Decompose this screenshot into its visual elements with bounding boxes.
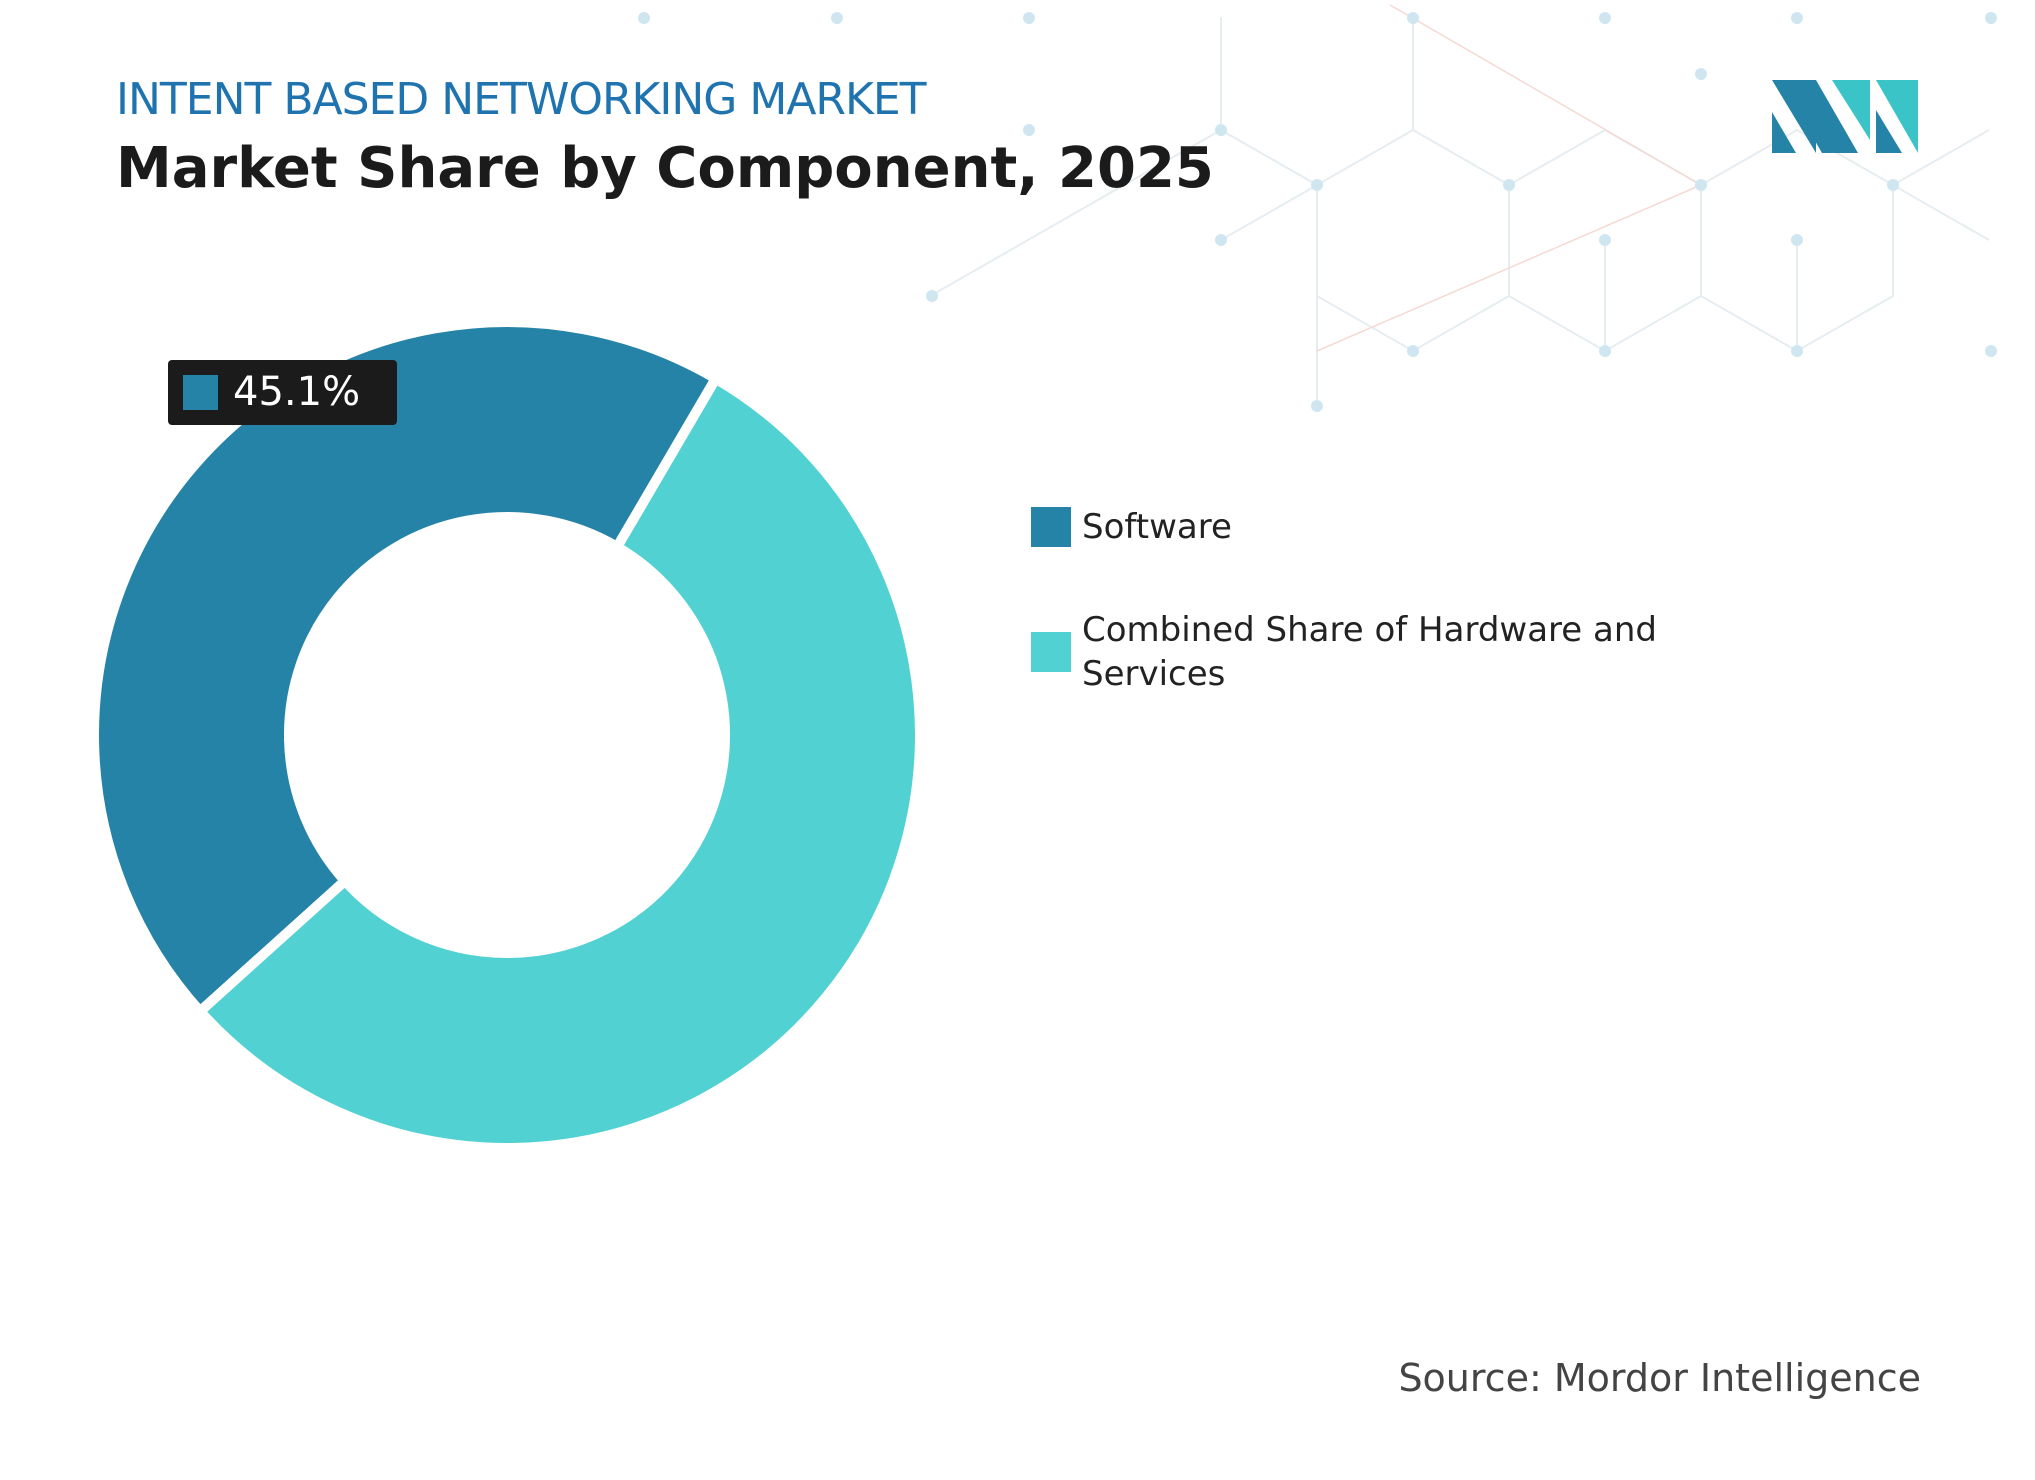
value-label-swatch bbox=[183, 375, 218, 410]
legend-label: Combined Share of Hardware and Services bbox=[1082, 610, 1657, 694]
logo bbox=[1772, 80, 1918, 153]
chart: 45.1% bbox=[89, 317, 925, 1153]
legend-swatch bbox=[1031, 632, 1071, 672]
donut-slice bbox=[193, 371, 925, 1153]
value-label-box bbox=[168, 360, 397, 425]
legend-item: Software bbox=[1031, 505, 1762, 549]
value-label: 45.1% bbox=[233, 369, 360, 415]
chart-title: Market Share by Component, 2025 bbox=[116, 136, 1214, 201]
legend-item: Combined Share of Hardware and Services bbox=[1031, 608, 1762, 696]
legend-label: Software bbox=[1082, 507, 1232, 547]
legend-swatch bbox=[1031, 507, 1071, 547]
chart-subtitle: INTENT BASED NETWORKING MARKET bbox=[116, 74, 927, 125]
source: Source: Mordor Intelligence bbox=[1398, 1356, 1921, 1400]
donut-slice bbox=[89, 317, 723, 1019]
